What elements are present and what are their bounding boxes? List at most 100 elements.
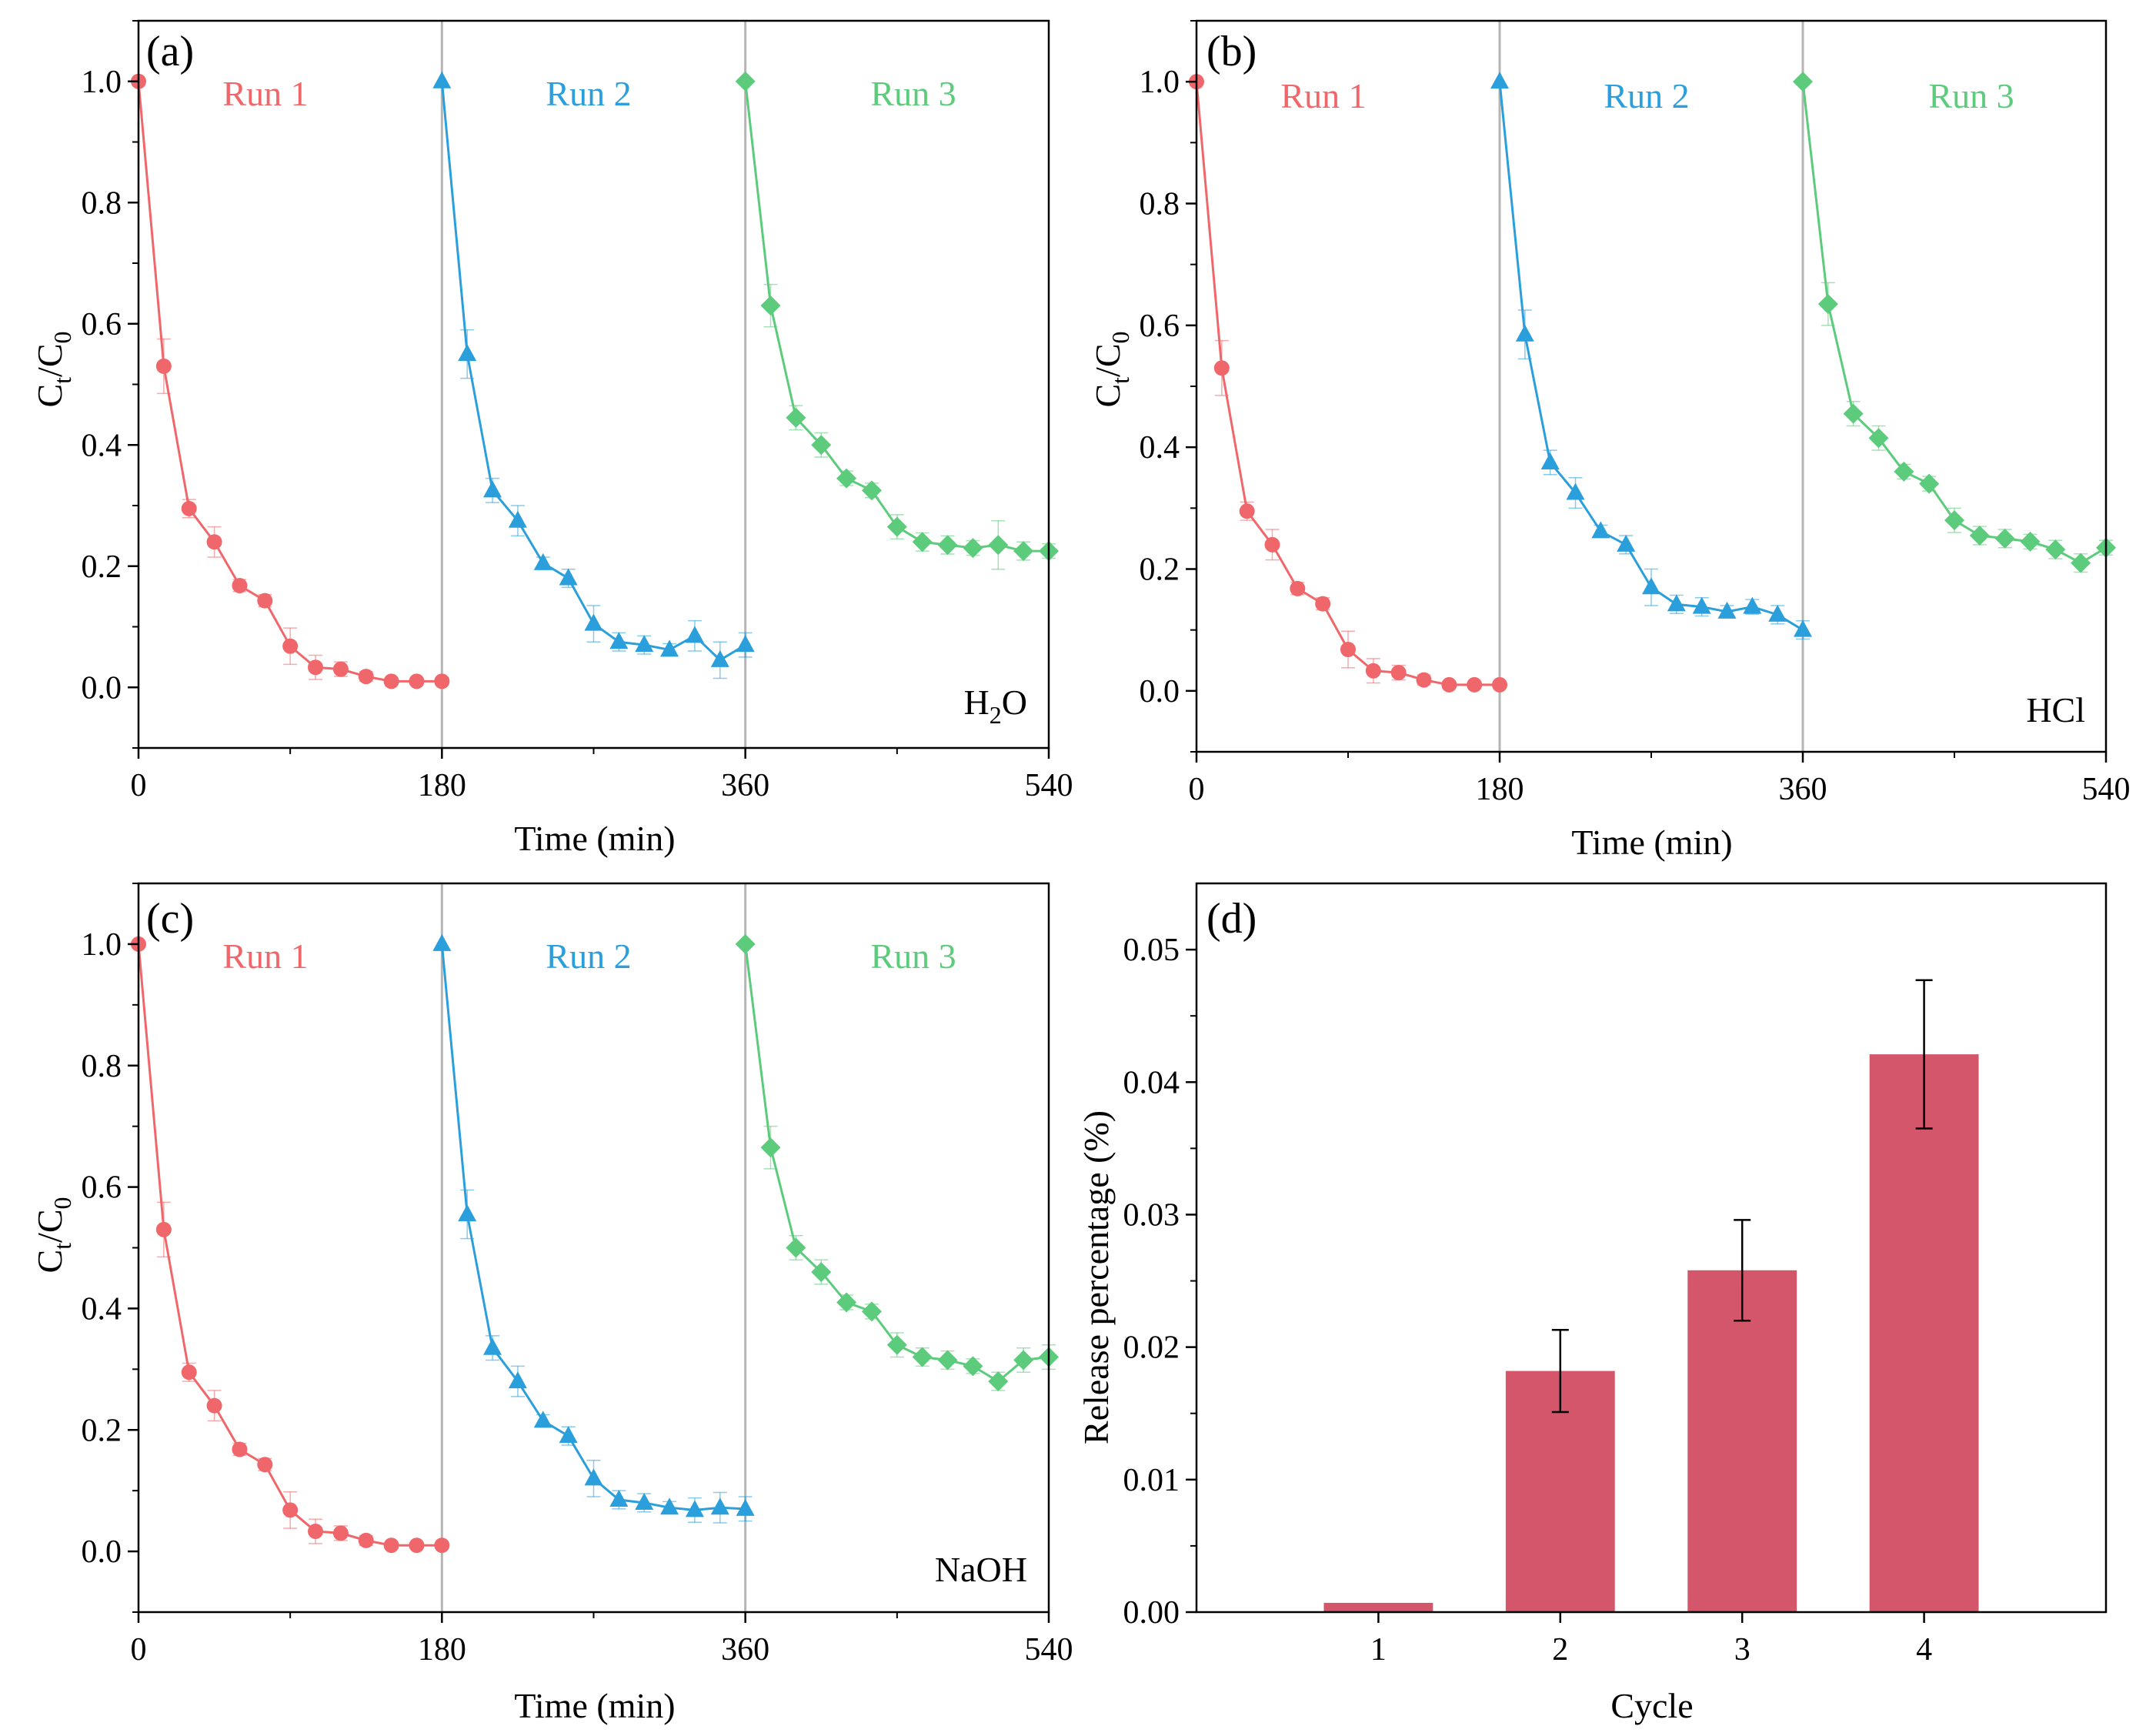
panel-c-series-2-point [458, 1204, 477, 1222]
panel-a-x-tick-label: 360 [721, 768, 769, 803]
panel-b-series-3-point [1969, 525, 1990, 546]
panel-a-series-2-point [458, 344, 477, 362]
panel-a-series-2-point [609, 632, 629, 649]
panel-c-series-3-point [735, 933, 756, 954]
panel-a-y-tick-label: 0.6 [82, 307, 122, 342]
panel-c-label: (c) [146, 895, 194, 943]
panel-c-series-3-point [861, 1301, 882, 1322]
panel-c-series-2-point [584, 1468, 603, 1486]
panel-a-series-2-point [710, 649, 729, 667]
panel-b-series-3-point [1868, 428, 1889, 449]
panel-a-series-2-point [584, 613, 603, 631]
panel-a-series-3-point [963, 538, 983, 559]
panel-c-series-1-label: Run 1 [222, 936, 308, 976]
panel-a-series-2-point [559, 568, 578, 586]
panel-c-series-1-point [155, 1221, 172, 1237]
panel-c-x-axis-title: Time (min) [514, 1686, 675, 1725]
panel-a-series-3 [735, 71, 1059, 570]
panel-c-series-3-line [744, 943, 1050, 1383]
panel-d-bar-3 [1687, 1270, 1797, 1612]
panel-b-series-3-point [1843, 403, 1864, 424]
panel-b-series-2-point [1667, 594, 1686, 612]
panel-b-series-2-point [1490, 72, 1509, 89]
panel-a-series-1-point [308, 659, 324, 676]
panel-b-series-3-label: Run 3 [1928, 76, 2014, 115]
panel-c-series-2-point [736, 1498, 755, 1516]
panel-a-series-1-label: Run 1 [222, 74, 308, 113]
panel-a-series-2-point [533, 553, 552, 570]
panel-c-series-3 [735, 933, 1059, 1392]
panel-a-series-3-point [1013, 541, 1034, 562]
panel-c-y-tick-label: 0.6 [82, 1170, 122, 1206]
panel-b-series-3-point [2045, 539, 2066, 560]
panel-a-y-tick-label: 0.2 [82, 549, 122, 585]
panel-c-series-2-point [432, 933, 452, 951]
panel-c-x-tick-label: 0 [131, 1632, 147, 1668]
panel-c-plot-frame [137, 882, 1050, 1614]
panel-c-series-1-point [181, 1364, 197, 1380]
panel-b-series-1-point [1213, 360, 1230, 376]
panel-b-series-1-point [1365, 663, 1381, 679]
panel-b-y-tick-label: 0.6 [1140, 309, 1180, 344]
panel-b-series-1-point [1441, 676, 1457, 693]
panel-a-series-1-point [332, 661, 349, 677]
panel-a-series-1-point [358, 669, 374, 685]
panel-a-series-2 [432, 71, 755, 679]
panel-b-series-1-point [1290, 580, 1306, 596]
panel-a-series-1 [131, 73, 450, 689]
panel-c-series-2-point [559, 1426, 578, 1444]
panel-a-series-1-point [206, 534, 222, 550]
panel-b-series-2-point [1692, 596, 1711, 614]
panel-b-series-3 [1793, 72, 2116, 573]
panel-c-series-2-point [508, 1371, 527, 1389]
panel-c-x-tick-label: 540 [1025, 1632, 1073, 1668]
panel-d-y-tick-label: 0.02 [1123, 1330, 1180, 1366]
panel-b-series-1-line [1195, 82, 1500, 686]
panel-d-bar-4 [1869, 1054, 1979, 1612]
panel-b-series-3-point [1894, 461, 1914, 482]
panel-a: (a) H2O Time (min) Ct/C0 Run 1 Run 2 Run 3… [30, 19, 1073, 858]
panel-a-series-3-point [760, 295, 781, 316]
panel-a-series-3-line [744, 81, 1049, 553]
panel-b-plot-frame [1195, 19, 2108, 753]
panel-a-series-2-point [660, 639, 679, 657]
panel-b-series-2-line [1498, 82, 1804, 631]
panel-c-y-tick-label: 0.4 [82, 1291, 122, 1327]
panel-b-series-2-point [1515, 324, 1534, 342]
panel-c-series-3-point [836, 1292, 857, 1313]
panel-d-y-tick-label: 0.03 [1123, 1197, 1180, 1233]
panel-a-x-tick-label: 180 [418, 768, 466, 803]
panel-c-series-1-point [409, 1537, 425, 1554]
panel-b-series-3-line [1801, 81, 2107, 565]
panel-b-x-tick-label: 180 [1476, 772, 1524, 807]
panel-b-series-3-point [2071, 553, 2091, 573]
panel-c-series-3-point [811, 1262, 832, 1283]
panel-b-series-1-point [1340, 642, 1356, 657]
panel-a-series-2-point [685, 626, 704, 643]
panel-a-y-tick-label: 1.0 [82, 65, 122, 100]
panel-a-series-3-point [912, 532, 933, 553]
panel-b-x-tick-label: 360 [1779, 772, 1827, 807]
panel-c-series-2-point [483, 1337, 502, 1355]
panel-c-series-1-point [332, 1525, 349, 1541]
panel-d-y-tick-label: 0.01 [1123, 1463, 1180, 1498]
panel-c: (c) NaOH Time (min) Ct/C0 Run 1 Run 2 Run … [30, 882, 1073, 1725]
panel-a-y-tick-label: 0.0 [82, 670, 122, 706]
panel-b-series-2-point [1540, 452, 1560, 469]
panel-c-series-1-line [137, 943, 442, 1547]
panel-d-x-tick-label: 3 [1734, 1632, 1751, 1668]
panel-b-series-3-point [1919, 473, 1940, 494]
panel-c-series-3-point [760, 1137, 781, 1158]
panel-c-series-3-point [988, 1371, 1009, 1392]
panel-b-y-tick-label: 0.4 [1140, 430, 1180, 466]
panel-c-y-axis-title: Ct/C0 [30, 1197, 76, 1273]
panel-a-label: (a) [146, 28, 194, 75]
panel-a-series-2-point [508, 510, 527, 528]
panel-b-series-3-point [1944, 510, 1964, 531]
panel-c-y-tick-label: 0.8 [82, 1049, 122, 1084]
panel-b-x-axis-title: Time (min) [1571, 823, 1732, 862]
panel-c-series-2-point [685, 1500, 704, 1517]
panel-b-y-tick-label: 0.8 [1140, 187, 1180, 222]
panel-b-label: (b) [1206, 28, 1257, 75]
